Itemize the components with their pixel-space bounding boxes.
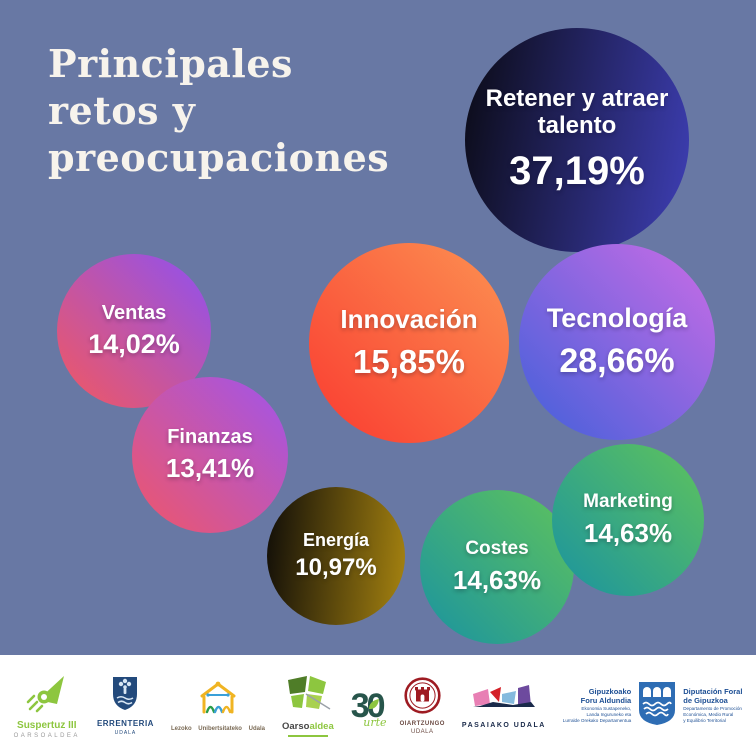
bubble-tecnologia: Tecnología 28,66% bbox=[519, 244, 715, 440]
oarsoaldea-title: Oarsoaldea bbox=[282, 721, 334, 732]
bubble-marketing: Marketing 14,63% bbox=[552, 444, 704, 596]
bubble-label: Finanzas bbox=[167, 425, 253, 448]
oarsoaldea-title-green: aldea bbox=[309, 721, 334, 732]
30-urte-mark: 30 urte bbox=[350, 686, 387, 729]
bubble-label: Costes bbox=[465, 538, 529, 560]
lezoko-title: Lezoko Unibertsitateko Udala bbox=[170, 726, 265, 732]
bubble-value: 13,41% bbox=[165, 453, 255, 484]
bubble-value: 28,66% bbox=[559, 341, 675, 380]
page-title: Principales retos y preocupaciones bbox=[48, 40, 389, 181]
bubble-innovacion: Innovación 15,85% bbox=[309, 243, 509, 443]
title-line-3: preocupaciones bbox=[48, 135, 390, 181]
gipuzkoa-eu-dept-1: Ekonomia Sustapeneko, bbox=[581, 705, 632, 711]
bubble-label: Energía bbox=[302, 529, 370, 550]
pasaiako-shapes-icon bbox=[471, 683, 537, 720]
logo-lezoko: Lezoko Unibertsitateko Udala bbox=[171, 679, 265, 732]
gipuzkoa-es-dept-1: Departamento de Promoción bbox=[683, 705, 742, 711]
bubble-label: Innovación bbox=[340, 303, 478, 334]
oarsoaldea-pinwheel-icon bbox=[285, 674, 331, 719]
oiartzungo-subtitle: UDALA bbox=[410, 728, 434, 735]
oiartzungo-crest-icon bbox=[404, 676, 441, 719]
suspertuz-subtitle: OARSOALDEA bbox=[13, 732, 80, 739]
30-urte-script: urte bbox=[363, 715, 387, 729]
oarsoaldea-title-dark: Oarso bbox=[281, 721, 310, 732]
logo-oiartzungo: OIARTZUNGO UDALA bbox=[399, 676, 445, 735]
title-line-2: retos y bbox=[48, 88, 196, 134]
bubble-value: 37,19% bbox=[509, 149, 645, 194]
suspertuz-title: Suspertuz III bbox=[17, 719, 77, 731]
30-number: 30 bbox=[350, 686, 386, 725]
oarsoaldea-underline bbox=[287, 735, 328, 737]
logo-gipuzkoa: Gipuzkoako Foru Aldundia Ekonomia Sustap… bbox=[563, 680, 742, 732]
gipuzkoa-es-dept-3: y Equilibrio Territorial bbox=[683, 717, 726, 723]
errenteria-crest-icon bbox=[111, 676, 139, 717]
logo-errenteria: ERRENTERIA UDALA bbox=[97, 676, 154, 736]
bubble-label: Tecnología bbox=[546, 303, 688, 334]
bubble-retener-talento: Retener y atraer talento 37,19% bbox=[465, 28, 689, 252]
gipuzkoa-eu-title-1: Gipuzkoako bbox=[588, 686, 632, 696]
errenteria-title: ERRENTERIA bbox=[96, 718, 154, 728]
title-line-1: Principales bbox=[48, 41, 293, 86]
logo-suspertuz: Suspertuz III OARSOALDEA bbox=[14, 673, 80, 739]
pasaiako-title: PASAIAKO UDALA bbox=[461, 721, 546, 729]
gipuzkoa-es-dept-2: Económica, Medio Rural bbox=[683, 711, 734, 717]
bubble-costes: Costes 14,63% bbox=[420, 490, 574, 644]
gipuzkoa-eu-title-2: Foru Aldundia bbox=[580, 696, 632, 706]
gipuzkoa-es-title-1: Diputación Foral bbox=[683, 686, 743, 696]
sponsor-logo-strip: Suspertuz III OARSOALDEA bbox=[0, 655, 756, 756]
bubble-label: Retener y atraer talento bbox=[485, 84, 669, 139]
bubble-value: 14,63% bbox=[452, 564, 542, 595]
bubble-label: Marketing bbox=[583, 491, 673, 513]
logo-pasaiako: PASAIAKO UDALA bbox=[462, 683, 546, 729]
30-urte-leaf-icon bbox=[367, 697, 381, 716]
bubble-value: 10,97% bbox=[295, 554, 377, 582]
gipuzkoa-es-title-2: de Gipuzkoa bbox=[683, 696, 728, 706]
oiartzungo-title: OIARTZUNGO bbox=[399, 720, 445, 727]
suspertuz-rocket-icon bbox=[24, 673, 70, 718]
gipuzkoa-eu-dept-2: Landa Inguruneko eta bbox=[586, 711, 632, 717]
gipuzkoa-eu-dept-3: Lurralde Orekako Departamentua bbox=[562, 717, 632, 723]
gipuzkoa-spanish-text: Diputación Foral de Gipuzkoa Departament… bbox=[683, 687, 742, 724]
gipuzkoa-basque-text: Gipuzkoako Foru Aldundia Ekonomia Sustap… bbox=[563, 687, 631, 724]
logo-30-urte: 30 urte bbox=[350, 686, 387, 729]
logo-oarsoaldea: Oarsoaldea bbox=[282, 674, 334, 737]
gipuzkoa-shield-icon bbox=[637, 680, 677, 732]
bubble-ventas: Ventas 14,02% bbox=[57, 254, 211, 408]
bubble-energia: Energía 10,97% bbox=[267, 487, 405, 625]
bubble-label: Ventas bbox=[101, 301, 167, 324]
bubble-value: 14,63% bbox=[583, 517, 673, 548]
bubble-finanzas: Finanzas 13,41% bbox=[132, 377, 288, 533]
errenteria-subtitle: UDALA bbox=[114, 729, 137, 736]
bubble-value: 15,85% bbox=[353, 343, 465, 381]
lezoko-house-icon bbox=[195, 679, 241, 724]
bubble-value: 14,02% bbox=[88, 329, 180, 360]
